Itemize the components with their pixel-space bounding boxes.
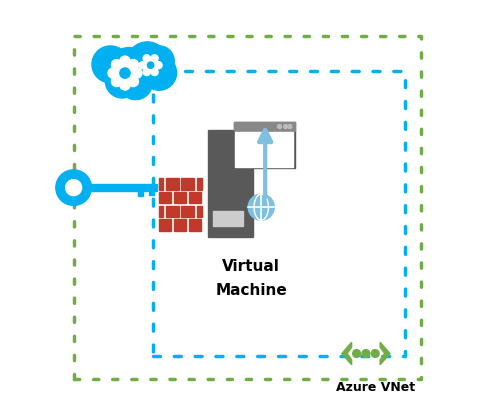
Bar <box>159 220 171 231</box>
Bar <box>166 206 179 217</box>
Circle shape <box>132 68 142 78</box>
Bar <box>213 219 243 226</box>
Circle shape <box>248 194 274 220</box>
Circle shape <box>362 350 370 357</box>
Text: Azure VNet: Azure VNet <box>336 381 415 393</box>
Circle shape <box>143 57 159 73</box>
Circle shape <box>371 350 379 357</box>
Circle shape <box>105 48 152 95</box>
Bar <box>197 206 202 217</box>
Polygon shape <box>342 342 352 365</box>
Bar <box>213 211 243 218</box>
Circle shape <box>143 68 150 75</box>
Circle shape <box>353 350 361 357</box>
Bar <box>174 192 186 203</box>
Circle shape <box>108 68 118 78</box>
Circle shape <box>288 124 292 128</box>
Circle shape <box>112 76 122 87</box>
Bar <box>182 206 194 217</box>
Circle shape <box>120 68 130 78</box>
Circle shape <box>144 46 174 76</box>
Circle shape <box>112 60 122 70</box>
Circle shape <box>151 55 158 62</box>
Bar <box>234 122 295 131</box>
Circle shape <box>66 180 81 196</box>
Bar <box>166 178 179 190</box>
Circle shape <box>126 42 168 83</box>
Circle shape <box>92 46 129 83</box>
Circle shape <box>284 124 287 128</box>
Bar <box>234 122 295 168</box>
Bar <box>208 130 253 237</box>
Circle shape <box>148 62 154 68</box>
Bar <box>189 220 202 231</box>
Bar <box>159 206 163 217</box>
Bar <box>88 184 157 191</box>
Text: Virtual
Machine: Virtual Machine <box>216 259 287 298</box>
Bar <box>235 132 293 167</box>
Bar <box>137 191 143 196</box>
Bar <box>159 192 171 203</box>
Bar <box>189 192 202 203</box>
Bar <box>182 178 194 190</box>
Bar <box>197 178 202 190</box>
Circle shape <box>120 56 130 66</box>
Circle shape <box>143 55 150 62</box>
Circle shape <box>128 60 138 70</box>
Circle shape <box>105 64 139 98</box>
Bar <box>148 191 154 195</box>
Circle shape <box>128 76 138 87</box>
Circle shape <box>119 66 152 100</box>
Bar <box>174 220 186 231</box>
Circle shape <box>113 61 137 85</box>
Circle shape <box>56 170 91 205</box>
Circle shape <box>139 62 146 69</box>
Bar <box>159 178 163 190</box>
Circle shape <box>151 68 158 75</box>
Polygon shape <box>380 342 390 365</box>
Circle shape <box>142 55 177 90</box>
Circle shape <box>155 62 162 69</box>
Circle shape <box>277 124 282 128</box>
Circle shape <box>120 80 130 90</box>
